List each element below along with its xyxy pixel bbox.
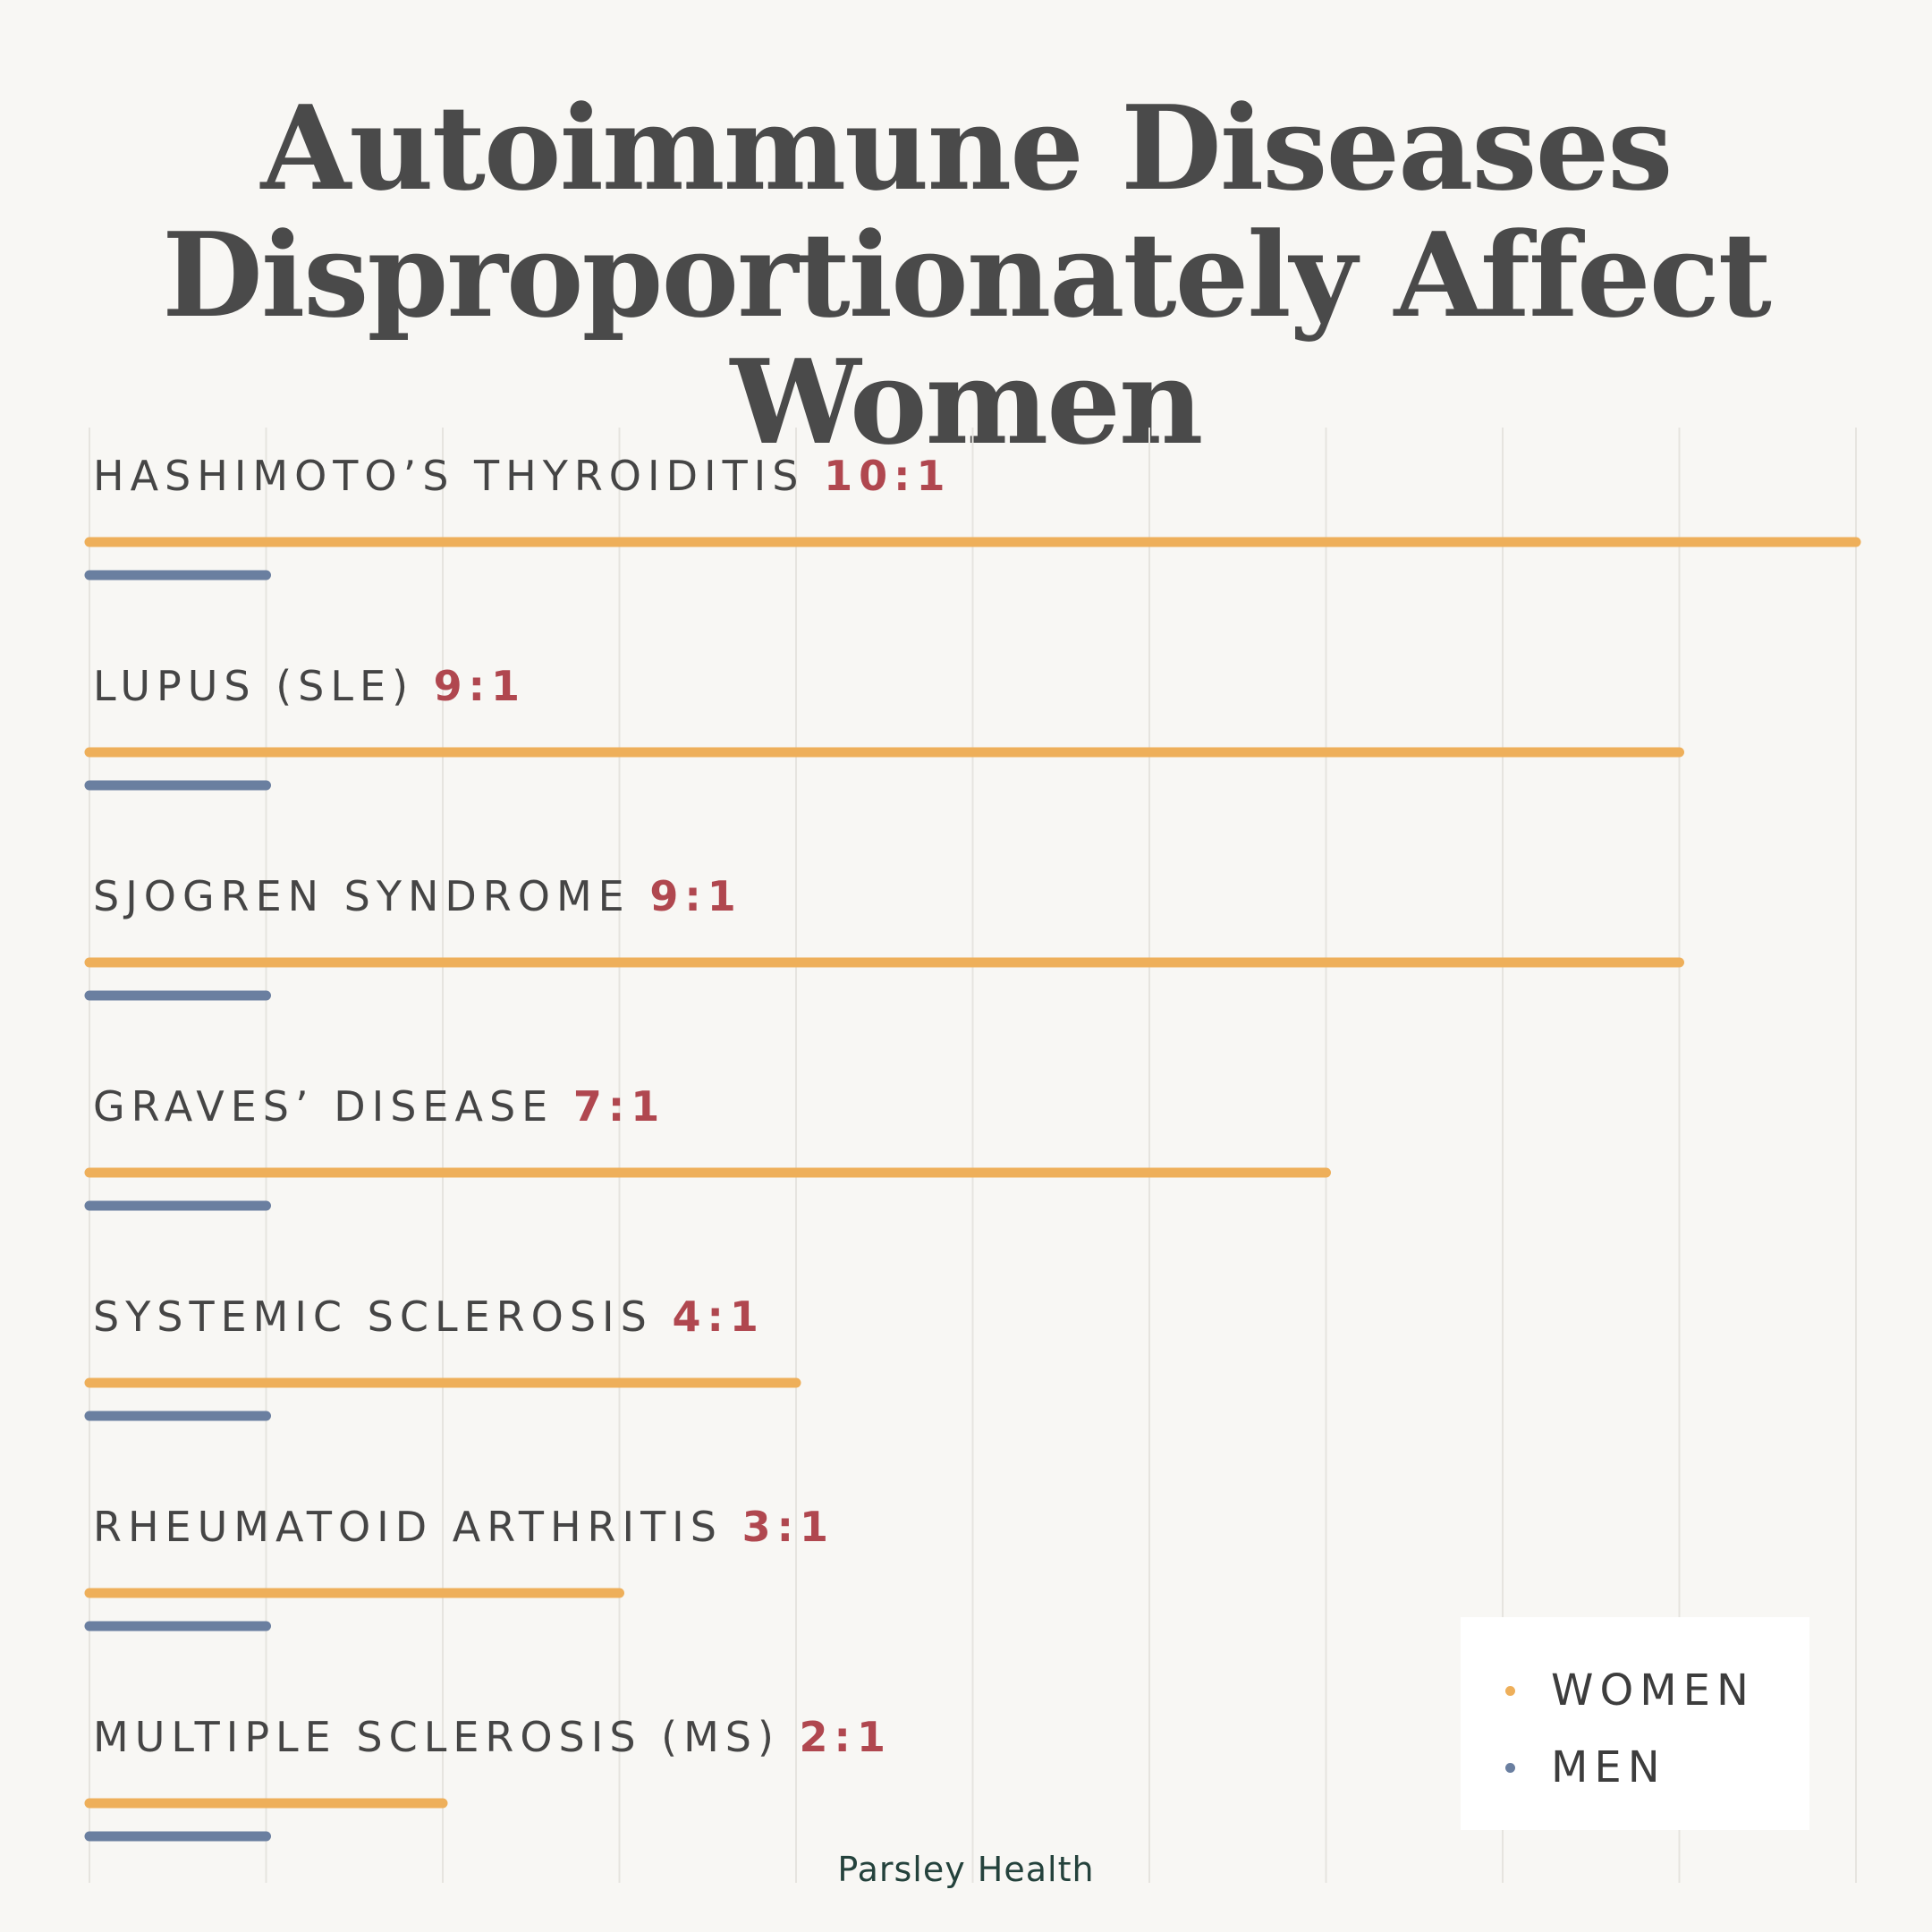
- category-label: SJOGREN SYNDROME 9:1: [93, 872, 742, 920]
- category-name: MULTIPLE SCLEROSIS (MS): [93, 1713, 800, 1761]
- legend-label-women: WOMEN: [1551, 1665, 1755, 1716]
- category-label: LUPUS (SLE) 9:1: [93, 662, 526, 710]
- category-label: SYSTEMIC SCLEROSIS 4:1: [93, 1292, 765, 1341]
- category-ratio: 2:1: [800, 1713, 892, 1761]
- legend-dot-men: [1505, 1762, 1515, 1773]
- category-name: HASHIMOTO’S THYROIDITIS: [93, 452, 824, 500]
- category-label: RHEUMATOID ARTHRITIS 3:1: [93, 1503, 835, 1551]
- title-line-1: Autoimmune Diseases: [260, 80, 1674, 216]
- legend-dot-women: [1505, 1685, 1515, 1696]
- legend: WOMEN MEN: [1461, 1617, 1809, 1830]
- category-name: SJOGREN SYNDROME: [93, 872, 649, 920]
- category-ratio: 4:1: [672, 1292, 764, 1341]
- category-ratio: 9:1: [649, 872, 741, 920]
- category-ratio: 10:1: [824, 452, 951, 500]
- title-line-2: Disproportionately Affect Women: [162, 207, 1772, 470]
- category-ratio: 7:1: [573, 1082, 665, 1131]
- category-ratio: 3:1: [742, 1503, 835, 1551]
- category-ratio: 9:1: [434, 662, 526, 710]
- legend-item-women: WOMEN: [1505, 1664, 1755, 1717]
- category-name: LUPUS (SLE): [93, 662, 434, 710]
- brand-logo-text: Parsley Health: [837, 1850, 1095, 1889]
- category-label: HASHIMOTO’S THYROIDITIS 10:1: [93, 452, 951, 500]
- category-name: SYSTEMIC SCLEROSIS: [93, 1292, 672, 1341]
- chart-title: Autoimmune Diseases Disproportionately A…: [0, 85, 1932, 466]
- category-name: GRAVES’ DISEASE: [93, 1082, 573, 1131]
- category-name: RHEUMATOID ARTHRITIS: [93, 1503, 742, 1551]
- category-label: GRAVES’ DISEASE 7:1: [93, 1082, 665, 1131]
- legend-item-men: MEN: [1505, 1741, 1666, 1794]
- category-label: MULTIPLE SCLEROSIS (MS) 2:1: [93, 1713, 892, 1761]
- legend-label-men: MEN: [1551, 1742, 1666, 1792]
